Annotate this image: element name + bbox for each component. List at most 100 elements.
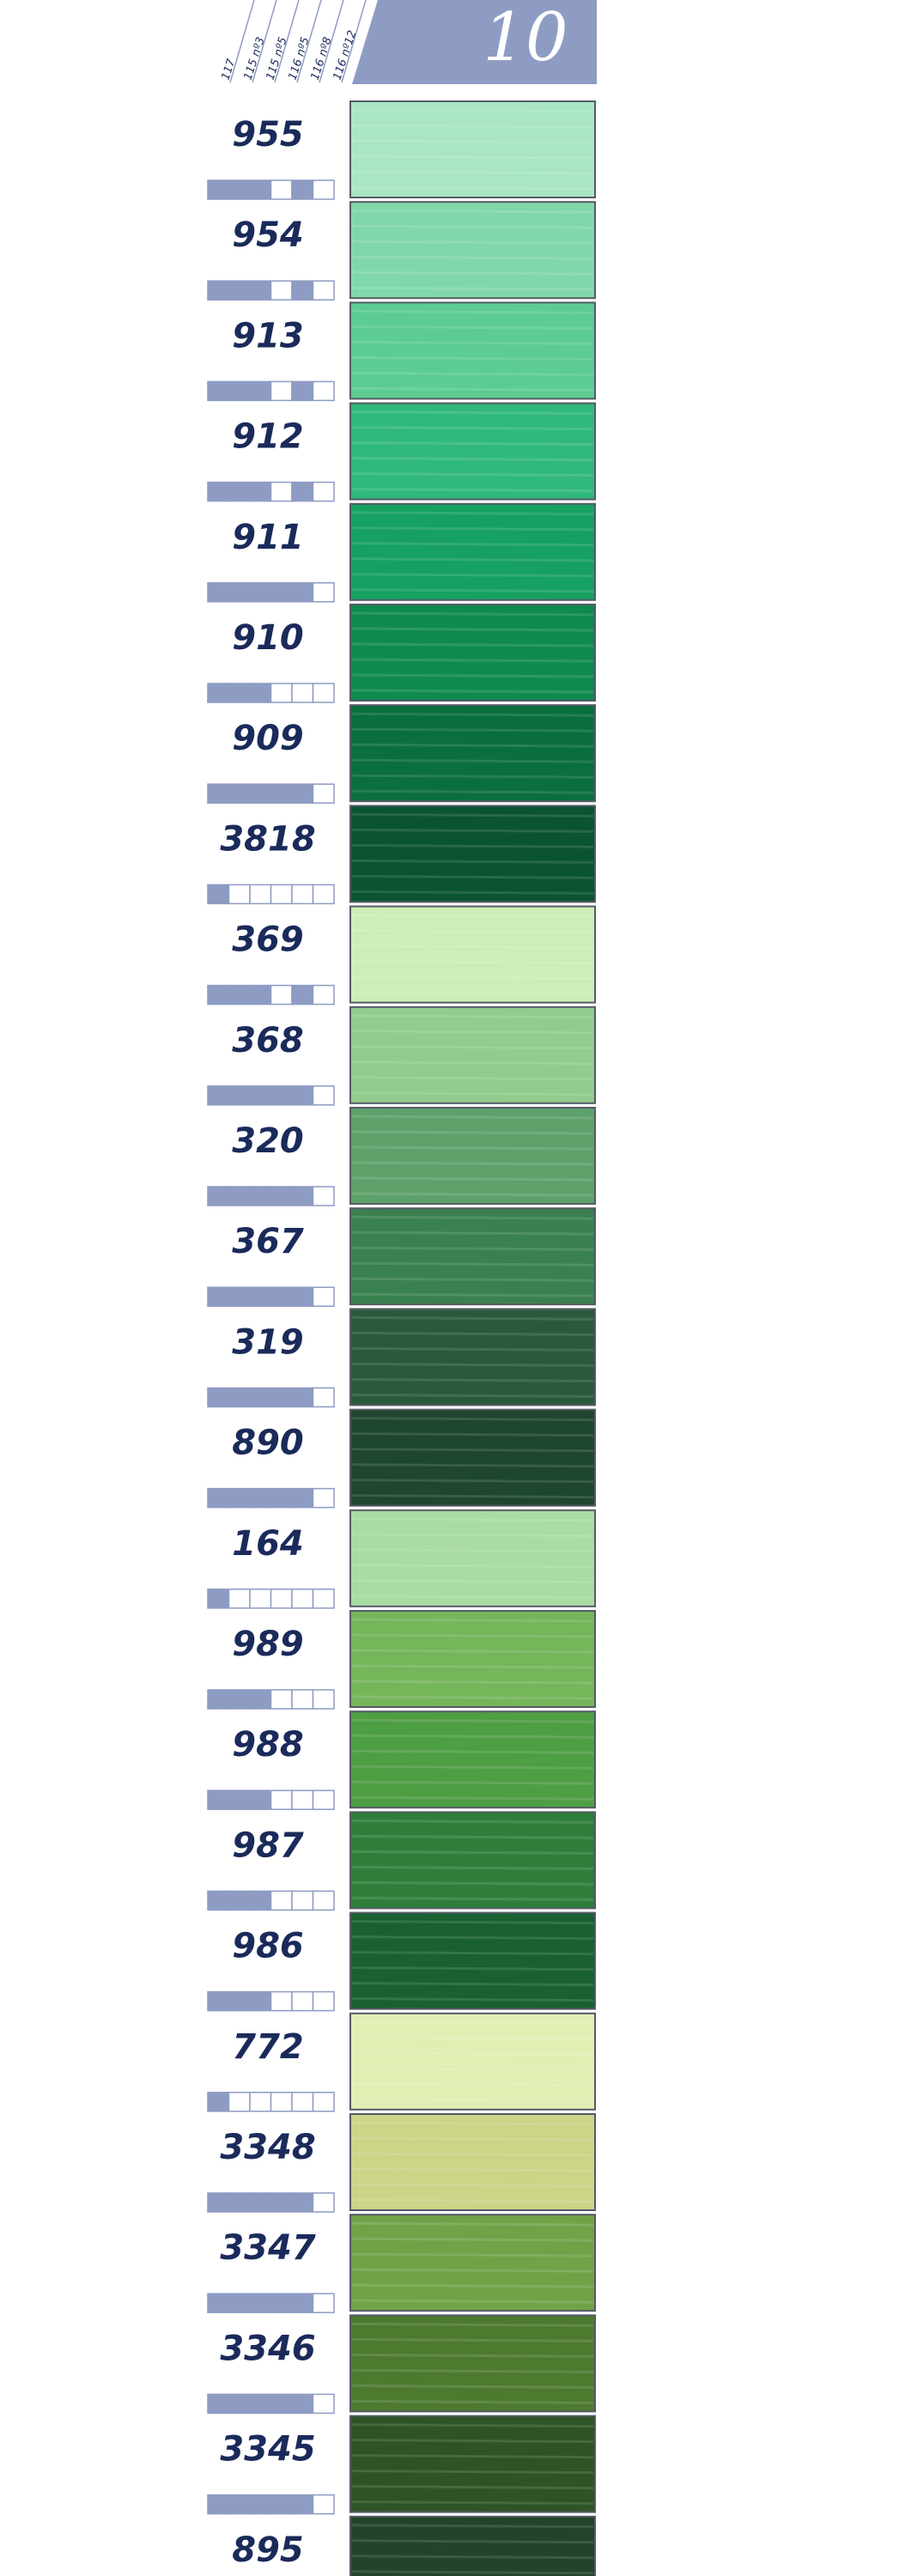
availability-square <box>249 1890 272 1911</box>
swatch-texture <box>351 828 594 833</box>
availability-square <box>312 2092 335 2112</box>
availability-square <box>207 884 230 905</box>
availability-square <box>207 1689 230 1710</box>
swatch-texture <box>351 1479 594 1484</box>
availability-square <box>207 1286 230 1307</box>
swatch-texture <box>351 325 594 330</box>
swatch-texture <box>351 185 594 191</box>
availability-square <box>228 582 251 603</box>
swatch-texture <box>351 1448 594 1453</box>
availability-square <box>270 582 293 603</box>
availability-square <box>312 1286 335 1307</box>
swatch-texture <box>351 658 594 663</box>
swatch-texture <box>351 1880 594 1886</box>
swatch-texture <box>351 1215 594 1220</box>
availability-square <box>228 1789 251 1810</box>
swatch-texture <box>351 1579 594 1584</box>
swatch-texture <box>351 758 594 763</box>
availability-square <box>249 2192 272 2213</box>
swatch-texture <box>351 1618 594 1623</box>
availability-square <box>207 2092 230 2112</box>
swatch-texture <box>351 2152 594 2157</box>
swatch-texture <box>351 689 594 694</box>
thread-code: 955 <box>232 115 304 155</box>
availability-square <box>228 2092 251 2112</box>
availability-square <box>207 1487 230 1509</box>
availability-square <box>270 783 293 804</box>
thread-code: 320 <box>232 1121 304 1161</box>
thread-swatch <box>349 2214 596 2312</box>
thread-swatch <box>349 2113 596 2211</box>
availability-square <box>207 582 230 603</box>
swatch-texture <box>351 2051 594 2057</box>
swatch-texture <box>351 488 594 493</box>
availability-square <box>207 984 230 1005</box>
availability-square <box>228 1186 251 1206</box>
availability-square <box>249 683 272 703</box>
swatch-texture <box>351 859 594 864</box>
swatch-texture <box>351 1695 594 1700</box>
swatch-texture <box>351 1935 594 1941</box>
availability-square <box>228 179 251 200</box>
availability-square <box>228 783 251 804</box>
swatch-texture <box>351 2524 594 2529</box>
swatch-texture <box>351 170 594 175</box>
availability-square <box>291 1286 314 1307</box>
availability-square <box>249 1789 272 1810</box>
swatch-texture <box>351 991 594 996</box>
swatch-texture <box>351 2555 594 2560</box>
availability-square <box>312 1789 335 1810</box>
availability-square <box>270 280 293 301</box>
availability-square <box>249 380 272 402</box>
availability-square <box>249 582 272 603</box>
availability-square <box>270 884 293 905</box>
swatch-texture <box>351 1920 594 1925</box>
availability-square <box>228 2393 251 2415</box>
availability-square <box>291 1487 314 1509</box>
availability-square <box>291 2494 314 2515</box>
availability-square <box>270 1286 293 1307</box>
swatch-texture <box>351 340 594 345</box>
availability-square <box>228 984 251 1005</box>
availability-square <box>228 2494 251 2515</box>
availability-square <box>228 380 251 402</box>
availability-square <box>270 481 293 502</box>
thread-code: 3348 <box>220 2128 315 2167</box>
availability-square <box>249 2393 272 2415</box>
swatch-texture <box>351 1951 594 1956</box>
availability-square <box>270 1387 293 1408</box>
availability-square <box>291 380 314 402</box>
availability-square <box>249 1689 272 1710</box>
availability-square <box>270 1789 293 1810</box>
swatch-texture <box>351 914 594 919</box>
thread-code: 164 <box>232 1524 304 1564</box>
swatch-texture <box>351 2485 594 2490</box>
thread-code: 3818 <box>220 819 315 859</box>
swatch-texture <box>351 1115 594 1120</box>
swatch-texture <box>351 1865 594 1870</box>
availability-square <box>291 1890 314 1911</box>
availability-square <box>249 2092 272 2112</box>
availability-square <box>312 2192 335 2213</box>
thread-swatch <box>349 1710 596 1809</box>
swatch-texture <box>351 2082 594 2087</box>
thread-code: 911 <box>232 518 304 557</box>
swatch-texture <box>351 1030 594 1035</box>
availability-square <box>312 2494 335 2515</box>
availability-square <box>291 179 314 200</box>
availability-square <box>270 179 293 200</box>
availability-square <box>312 1085 335 1106</box>
swatch-texture <box>351 2423 594 2428</box>
availability-square <box>207 179 230 200</box>
thread-code: 895 <box>232 2530 304 2570</box>
swatch-texture <box>351 155 594 160</box>
swatch-texture <box>351 255 594 260</box>
swatch-texture <box>351 2020 594 2026</box>
availability-square <box>291 2293 314 2313</box>
availability-square <box>207 1589 230 1609</box>
swatch-texture <box>351 1834 594 1839</box>
swatch-texture <box>351 2036 594 2041</box>
availability-square <box>207 1990 230 2012</box>
thread-code: 909 <box>232 719 304 758</box>
availability-square <box>312 884 335 905</box>
